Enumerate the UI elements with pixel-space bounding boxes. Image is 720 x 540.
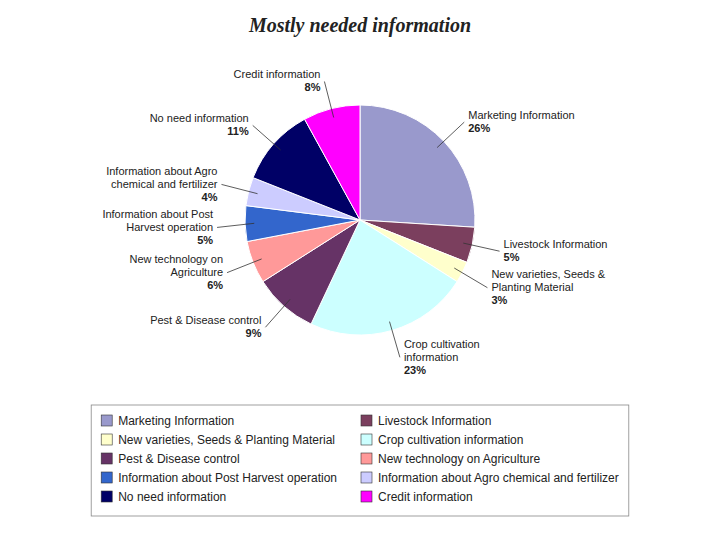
slice-label: Harvest operation	[126, 221, 213, 233]
legend-swatch	[361, 453, 372, 464]
slice-label: New varieties, Seeds &	[491, 268, 605, 280]
legend-entry: Livestock Information	[378, 414, 491, 428]
pie-slice	[360, 105, 475, 227]
chart-svg: Mostly needed information Marketing Infor…	[0, 0, 720, 540]
legend-entry: Information about Post Harvest operation	[118, 471, 337, 485]
leader-line	[454, 268, 487, 288]
chart-container: Mostly needed information Marketing Infor…	[0, 0, 720, 540]
slice-label: chemical and fertilizer	[111, 178, 218, 190]
legend-entry: New varieties, Seeds & Planting Material	[118, 433, 335, 447]
legend-entry: Crop cultivation information	[378, 433, 523, 447]
legend-swatch	[361, 415, 372, 426]
legend-entry: Information about Agro chemical and fert…	[378, 471, 619, 485]
data-label: 5%	[197, 234, 213, 246]
slice-label: Credit information	[234, 68, 321, 80]
legend-swatch	[101, 434, 112, 445]
slice-label: information	[404, 351, 458, 363]
data-label: 3%	[491, 294, 507, 306]
leader-line	[227, 259, 262, 273]
slice-label: Marketing Information	[468, 109, 574, 121]
legend-swatch	[361, 491, 372, 502]
legend-frame	[91, 405, 629, 516]
chart-title: Mostly needed information	[248, 14, 471, 37]
slice-label: Crop cultivation	[404, 338, 480, 350]
data-label: 23%	[404, 364, 426, 376]
slice-label: Information about Post	[102, 208, 213, 220]
data-label: 4%	[202, 191, 218, 203]
slice-label: No need information	[150, 112, 249, 124]
leader-line	[253, 125, 281, 150]
slice-labels: Marketing Information26% Livestock Inform…	[102, 68, 607, 375]
legend: Marketing Information Livestock Informati…	[91, 405, 629, 516]
leader-line	[265, 299, 290, 327]
legend-entry: No need information	[118, 490, 226, 504]
legend-swatch	[101, 491, 112, 502]
leader-line	[390, 322, 400, 358]
legend-entry: Credit information	[378, 490, 473, 504]
legend-entry: New technology on Agriculture	[378, 452, 540, 466]
slice-label: Agriculture	[170, 266, 223, 278]
data-label: 8%	[305, 81, 321, 93]
slice-label: Information about Agro	[106, 165, 217, 177]
legend-swatch	[101, 415, 112, 426]
leader-line	[463, 243, 499, 251]
slice-label: Livestock Information	[504, 238, 608, 250]
pie	[245, 105, 475, 335]
legend-swatch	[101, 472, 112, 483]
slice-label: New technology on	[129, 253, 223, 265]
data-label: 9%	[246, 327, 262, 339]
legend-swatch	[361, 472, 372, 483]
data-label: 6%	[207, 279, 223, 291]
legend-entry: Marketing Information	[118, 414, 234, 428]
pie-slice	[305, 105, 360, 220]
legend-swatch	[361, 434, 372, 445]
slice-label: Planting Material	[491, 281, 573, 293]
data-label: 5%	[504, 251, 520, 263]
slice-label: Pest & Disease control	[150, 314, 261, 326]
leader-line	[437, 122, 464, 147]
legend-entry: Pest & Disease control	[118, 452, 239, 466]
data-label: 26%	[468, 122, 490, 134]
leader-line	[221, 184, 257, 193]
leader-line	[324, 81, 333, 117]
leader-line	[217, 223, 254, 227]
data-label: 11%	[227, 125, 249, 137]
legend-swatch	[101, 453, 112, 464]
